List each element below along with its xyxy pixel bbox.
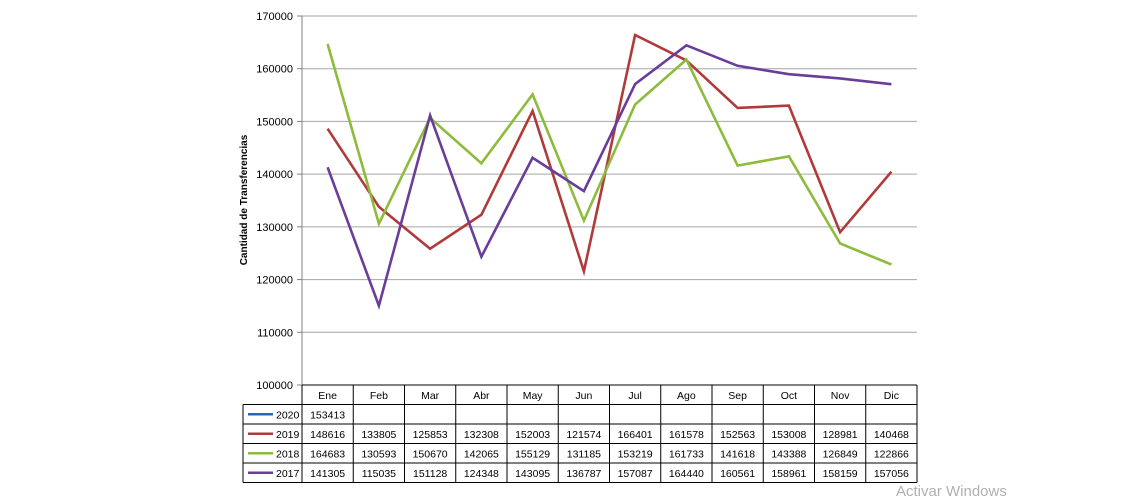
- y-tick-label: 130000: [256, 222, 293, 234]
- x-category-label: Dic: [884, 390, 899, 402]
- table-cell-value: 152003: [515, 429, 550, 441]
- gridlines: [301, 15, 917, 386]
- table-cell-value: 132308: [464, 429, 499, 441]
- table-cell-value: 141618: [720, 448, 755, 460]
- y-tick-label: 100000: [256, 380, 293, 392]
- data-table: Ene Feb Mar Abr May Jun Jul Ago Sep Oct Nov Dic 2020…: [242, 384, 918, 483]
- table-cell-value: 152563: [720, 429, 755, 441]
- y-tick-label: 140000: [256, 169, 293, 181]
- table-cell-value: 130593: [361, 448, 396, 460]
- table-cell-value: 151128: [413, 468, 447, 480]
- table-cell-value: 133805: [361, 429, 396, 441]
- x-category-label: Mar: [421, 390, 440, 402]
- table-cell-value: 153219: [618, 448, 653, 460]
- legend-label-2018: 2018: [276, 448, 300, 460]
- table-cell-value: 157056: [874, 468, 909, 480]
- table-cell-value: 143388: [771, 448, 806, 460]
- x-category-label: Jun: [575, 390, 592, 402]
- table-cell-value: 166401: [618, 429, 653, 441]
- table-cell-value: 161578: [669, 429, 704, 441]
- x-category-label: Sep: [728, 390, 747, 402]
- table-cell-value: 158961: [771, 468, 806, 480]
- x-category-label: Nov: [831, 390, 850, 402]
- legend-label-2017: 2017: [276, 468, 300, 480]
- table-cell-value: 153008: [771, 429, 806, 441]
- table-cell-value: 153413: [310, 409, 345, 421]
- legend-label-2020: 2020: [276, 409, 300, 421]
- x-category-label: Ago: [677, 390, 696, 402]
- x-category-label: Ene: [318, 390, 337, 402]
- y-tick-label: 170000: [256, 11, 293, 23]
- table-cell-value: 160561: [720, 468, 755, 480]
- table-cell-value: 150670: [413, 448, 448, 460]
- x-category-label: Feb: [370, 390, 388, 402]
- table-cell-value: 124348: [464, 468, 499, 480]
- table-cell-value: 121574: [566, 429, 601, 441]
- table-cell-value: 155129: [515, 448, 550, 460]
- y-tick-label: 120000: [256, 275, 293, 287]
- y-tick-label: 150000: [256, 116, 293, 128]
- y-tick-label: 160000: [256, 64, 293, 76]
- table-cell-value: 140468: [874, 429, 909, 441]
- series-line-2019: [326, 33, 893, 277]
- series-lines: [326, 33, 893, 310]
- legend-label-2019: 2019: [276, 429, 300, 441]
- windows-activation-watermark: Activar Windows: [896, 483, 1007, 500]
- table-cell-value: 122866: [874, 448, 909, 460]
- table-cell-value: 141305: [310, 468, 345, 480]
- x-category-label: Jul: [628, 390, 641, 402]
- table-cell-value: 143095: [515, 468, 550, 480]
- table-cell-value: 115035: [362, 468, 396, 480]
- table-cell-value: 158159: [823, 468, 858, 480]
- y-tick-label: 110000: [257, 327, 293, 339]
- series-line-2017: [326, 43, 892, 310]
- x-category-label: Abr: [473, 390, 490, 402]
- table-cell-value: 136787: [566, 468, 601, 480]
- table-cell-value: 126849: [823, 448, 858, 460]
- table-cell-value: 142065: [464, 448, 499, 460]
- y-axis-ticks: 100000 110000 120000 130000 140000 150000 1600…: [256, 11, 302, 392]
- table-cell-value: 164683: [310, 448, 345, 460]
- table-cell-value: 131185: [567, 448, 601, 460]
- x-category-label: May: [523, 390, 544, 402]
- table-cell-value: 157087: [618, 468, 653, 480]
- table-cell-value: 125853: [413, 429, 448, 441]
- x-category-label: Oct: [781, 390, 797, 402]
- y-axis-label: Cantidad de Transferencias: [239, 134, 250, 265]
- table-cell-value: 128981: [823, 429, 858, 441]
- table-cell-value: 164440: [669, 468, 704, 480]
- table-cell-value: 148616: [310, 429, 345, 441]
- series-line-2018: [326, 43, 892, 266]
- table-cell-value: 161733: [669, 448, 704, 460]
